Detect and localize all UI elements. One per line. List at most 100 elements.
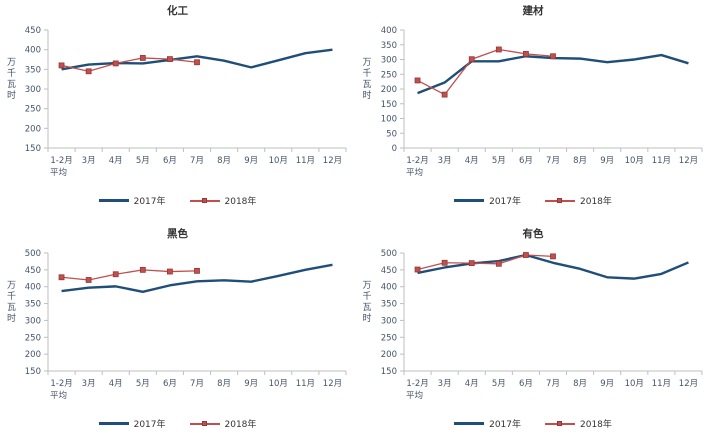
svg-text:6月: 6月 <box>163 379 177 389</box>
legend-label-2017: 2017年 <box>133 420 166 430</box>
line-chart-chemicals: 150 200 250 300 350 400 450 1-2月 3月 4月 5月 6月 7月 8月 9月 1… <box>25 26 347 178</box>
svg-text:200: 200 <box>25 350 41 360</box>
legend-marker-2018-icon <box>545 420 575 427</box>
legend: 2017年 2018年 <box>356 194 711 207</box>
svg-text:11月: 11月 <box>651 156 670 166</box>
svg-text:300: 300 <box>380 316 396 326</box>
line-chart-ferrous: 150 200 250 300 350 400 450 500 1-2月 3月 4月 5月 6月 7月 8月… <box>25 249 347 401</box>
svg-text:5月: 5月 <box>136 379 150 389</box>
svg-text:250: 250 <box>380 333 396 343</box>
legend-label-2017: 2017年 <box>133 197 166 207</box>
svg-text:7月: 7月 <box>190 379 204 389</box>
svg-text:9月: 9月 <box>600 379 614 389</box>
chart-panel-nonferrous: 有色 万千瓦时 150 200 250 300 350 400 450 500 1-2月 3月 4月… <box>355 223 711 446</box>
svg-text:350: 350 <box>380 300 396 310</box>
svg-text:150: 150 <box>25 144 41 154</box>
svg-text:300: 300 <box>380 56 396 66</box>
chart-title: 化工 <box>167 5 188 17</box>
svg-text:11月: 11月 <box>296 379 315 389</box>
svg-text:100: 100 <box>380 115 396 125</box>
svg-text:11月: 11月 <box>651 379 670 389</box>
svg-text:10月: 10月 <box>269 156 288 166</box>
svg-text:9月: 9月 <box>600 156 614 166</box>
chart-title: 有色 <box>522 228 544 240</box>
line-chart-nonferrous: 150 200 250 300 350 400 450 500 1-2月 3月 4月 5月 6月 7月 8月… <box>380 249 702 401</box>
svg-text:4月: 4月 <box>464 156 478 166</box>
y-axis-label: 万千瓦时 <box>360 57 371 101</box>
legend-line-2017-icon <box>98 199 129 202</box>
svg-text:7月: 7月 <box>546 156 560 166</box>
legend-label-2017: 2017年 <box>489 197 521 207</box>
svg-text:10月: 10月 <box>624 156 643 166</box>
svg-text:250: 250 <box>380 70 396 80</box>
svg-text:5月: 5月 <box>491 379 505 389</box>
svg-text:3月: 3月 <box>437 156 451 166</box>
svg-text:平均: 平均 <box>50 390 67 401</box>
legend: 2017年 2018年 <box>0 417 355 430</box>
legend-label-2018: 2018年 <box>580 420 612 430</box>
svg-text:400: 400 <box>25 46 41 56</box>
svg-text:6月: 6月 <box>518 156 532 166</box>
svg-text:8月: 8月 <box>573 156 587 166</box>
line-chart-building-materials: 0 50 100 150 200 250 300 350 400 1-2月 3月 4月 5月 6月 7月 8月… <box>380 26 702 178</box>
y-axis-label: 万千瓦时 <box>360 280 371 324</box>
legend-marker-2018-icon <box>545 197 575 204</box>
svg-text:250: 250 <box>25 333 41 343</box>
svg-text:5月: 5月 <box>136 156 150 166</box>
y-axis-label: 万千瓦时 <box>5 280 15 324</box>
svg-text:4月: 4月 <box>109 379 123 389</box>
legend: 2017年 2018年 <box>356 417 711 430</box>
svg-text:12月: 12月 <box>678 156 697 166</box>
svg-text:500: 500 <box>25 249 41 259</box>
svg-text:450: 450 <box>25 26 41 36</box>
legend-line-2017-icon <box>454 199 485 202</box>
svg-text:150: 150 <box>380 100 396 110</box>
svg-text:200: 200 <box>380 350 396 360</box>
svg-text:150: 150 <box>25 367 41 377</box>
legend-line-2017-icon <box>454 422 485 425</box>
svg-text:9月: 9月 <box>244 379 258 389</box>
legend-label-2017: 2017年 <box>489 420 521 430</box>
svg-text:7月: 7月 <box>190 156 204 166</box>
svg-text:350: 350 <box>25 65 41 75</box>
chart-title: 黑色 <box>167 228 188 240</box>
svg-text:1-2月: 1-2月 <box>50 379 72 389</box>
svg-text:150: 150 <box>380 367 396 377</box>
svg-text:11月: 11月 <box>296 156 315 166</box>
svg-text:10月: 10月 <box>624 379 643 389</box>
legend-marker-2018-icon <box>189 197 220 204</box>
svg-text:10月: 10月 <box>269 379 288 389</box>
chart-panel-building-materials: 建材 万千瓦时 0 50 100 150 200 250 300 350 400 1-2月 3月 4月… <box>355 0 711 223</box>
svg-text:400: 400 <box>25 283 41 293</box>
svg-text:400: 400 <box>380 283 396 293</box>
svg-text:3月: 3月 <box>82 379 96 389</box>
svg-text:平均: 平均 <box>406 390 423 401</box>
svg-text:450: 450 <box>380 266 396 276</box>
svg-text:4月: 4月 <box>109 156 123 166</box>
svg-text:1-2月: 1-2月 <box>406 379 428 389</box>
svg-text:450: 450 <box>25 266 41 276</box>
y-axis-label: 万千瓦时 <box>5 57 15 101</box>
svg-text:3月: 3月 <box>437 379 451 389</box>
svg-text:0: 0 <box>391 144 396 154</box>
svg-text:8月: 8月 <box>573 379 587 389</box>
svg-text:300: 300 <box>25 316 41 326</box>
svg-text:250: 250 <box>25 105 41 115</box>
svg-text:400: 400 <box>380 26 396 36</box>
svg-text:6月: 6月 <box>518 379 532 389</box>
svg-text:350: 350 <box>25 300 41 310</box>
svg-text:300: 300 <box>25 85 41 95</box>
svg-text:200: 200 <box>25 124 41 134</box>
legend: 2017年 2018年 <box>0 194 355 207</box>
svg-text:平均: 平均 <box>406 167 423 178</box>
svg-text:12月: 12月 <box>323 379 342 389</box>
svg-text:7月: 7月 <box>546 379 560 389</box>
svg-text:350: 350 <box>380 41 396 51</box>
svg-text:12月: 12月 <box>323 156 342 166</box>
legend-label-2018: 2018年 <box>580 197 612 207</box>
chart-panel-chemicals: 化工 万千瓦时 150 200 250 300 350 400 450 1-2月 3月 4月 5月 6… <box>0 0 355 223</box>
chart-title: 建材 <box>522 5 544 17</box>
svg-text:1-2月: 1-2月 <box>406 156 428 166</box>
svg-text:4月: 4月 <box>464 379 478 389</box>
